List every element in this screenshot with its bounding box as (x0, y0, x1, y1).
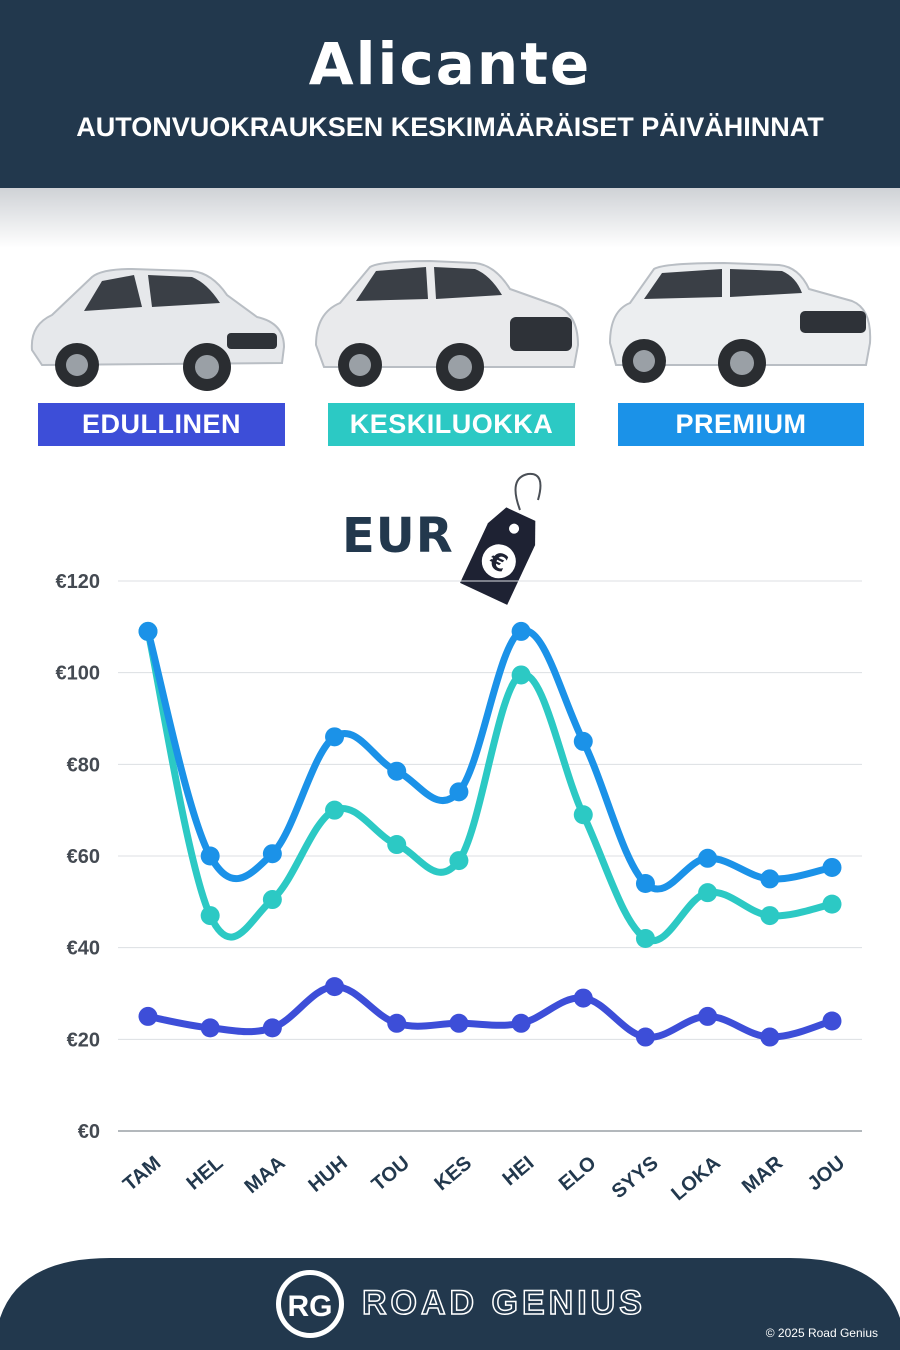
copyright: © 2025 Road Genius (765, 1326, 878, 1340)
data-point (200, 846, 220, 866)
x-tick-label: TAM (119, 1152, 165, 1196)
premium-car-image (608, 261, 872, 387)
data-point (698, 848, 718, 868)
series-line (144, 627, 836, 893)
data-point (760, 906, 780, 926)
economy-badge: EDULLINEN (38, 403, 285, 446)
data-point (760, 869, 780, 889)
x-tick-label: MAR (738, 1152, 787, 1198)
data-point (325, 977, 345, 997)
footer-logo: RG (288, 1290, 333, 1323)
data-point (698, 1006, 718, 1026)
series-line (144, 627, 836, 945)
page-subtitle: AUTONVUOKRAUKSEN KESKIMÄÄRÄISET PÄIVÄHIN… (76, 112, 824, 142)
data-point (511, 1013, 531, 1033)
x-tick-label: SYYS (608, 1152, 663, 1203)
x-tick-label: TOU (368, 1152, 414, 1196)
data-point (698, 883, 718, 903)
y-tick-label: €20 (67, 1029, 100, 1051)
data-point (822, 1011, 842, 1031)
x-tick-label: LOKA (667, 1152, 725, 1205)
data-point (449, 782, 469, 802)
data-point (573, 988, 593, 1008)
data-point (511, 621, 531, 641)
line-chart: €0 €20 €40 €60 €80 €100 €120 TAM HEL MAA HUH TOU KE… (56, 571, 862, 1205)
data-point (262, 890, 282, 910)
footer-banner: RG (0, 1258, 900, 1350)
premium-badge: PREMIUM (618, 403, 864, 446)
data-point (387, 1013, 407, 1033)
x-tick-label: MAA (241, 1152, 290, 1198)
midsize-car-image (314, 259, 580, 391)
x-tick-label: KES (430, 1152, 476, 1195)
y-tick-label: €60 (67, 846, 100, 868)
data-point (449, 851, 469, 871)
data-point (262, 844, 282, 864)
x-tick-label: HUH (304, 1152, 351, 1197)
data-point (200, 1018, 220, 1038)
data-point (822, 894, 842, 914)
y-tick-label: €0 (78, 1121, 100, 1143)
page-title: Alicante (308, 30, 592, 98)
data-point (760, 1027, 780, 1047)
data-point (325, 800, 345, 820)
data-point (387, 835, 407, 855)
data-point (573, 805, 593, 825)
midsize-badge: KESKILUOKKA (328, 403, 575, 446)
data-point (387, 761, 407, 781)
x-tick-label: JOU (804, 1152, 850, 1195)
data-point (511, 665, 531, 685)
economy-car-image (30, 267, 286, 391)
data-point (449, 1013, 469, 1033)
y-tick-label: €80 (67, 754, 100, 776)
y-tick-label: €120 (56, 571, 101, 593)
brand-name: ROAD GENIUS (361, 1283, 646, 1323)
data-point (138, 621, 158, 641)
data-point (635, 874, 655, 893)
currency-label: EUR (342, 508, 454, 564)
data-point (325, 727, 345, 747)
data-point (200, 906, 220, 926)
x-tick-label: ELO (555, 1152, 601, 1195)
data-point (635, 929, 655, 948)
header-banner: Alicante AUTONVUOKRAUKSEN KESKIMÄÄRÄISET… (0, 0, 900, 188)
y-tick-label: €40 (67, 938, 100, 960)
series-line (144, 983, 836, 1041)
x-tick-label: HEL (183, 1152, 228, 1195)
x-tick-label: HEI (499, 1152, 539, 1190)
data-point (138, 1006, 158, 1026)
y-tick-label: €100 (56, 663, 101, 685)
data-point (573, 731, 593, 751)
data-point (262, 1018, 282, 1038)
data-point (822, 857, 842, 877)
header-shadow (0, 188, 900, 248)
data-point (635, 1027, 655, 1047)
